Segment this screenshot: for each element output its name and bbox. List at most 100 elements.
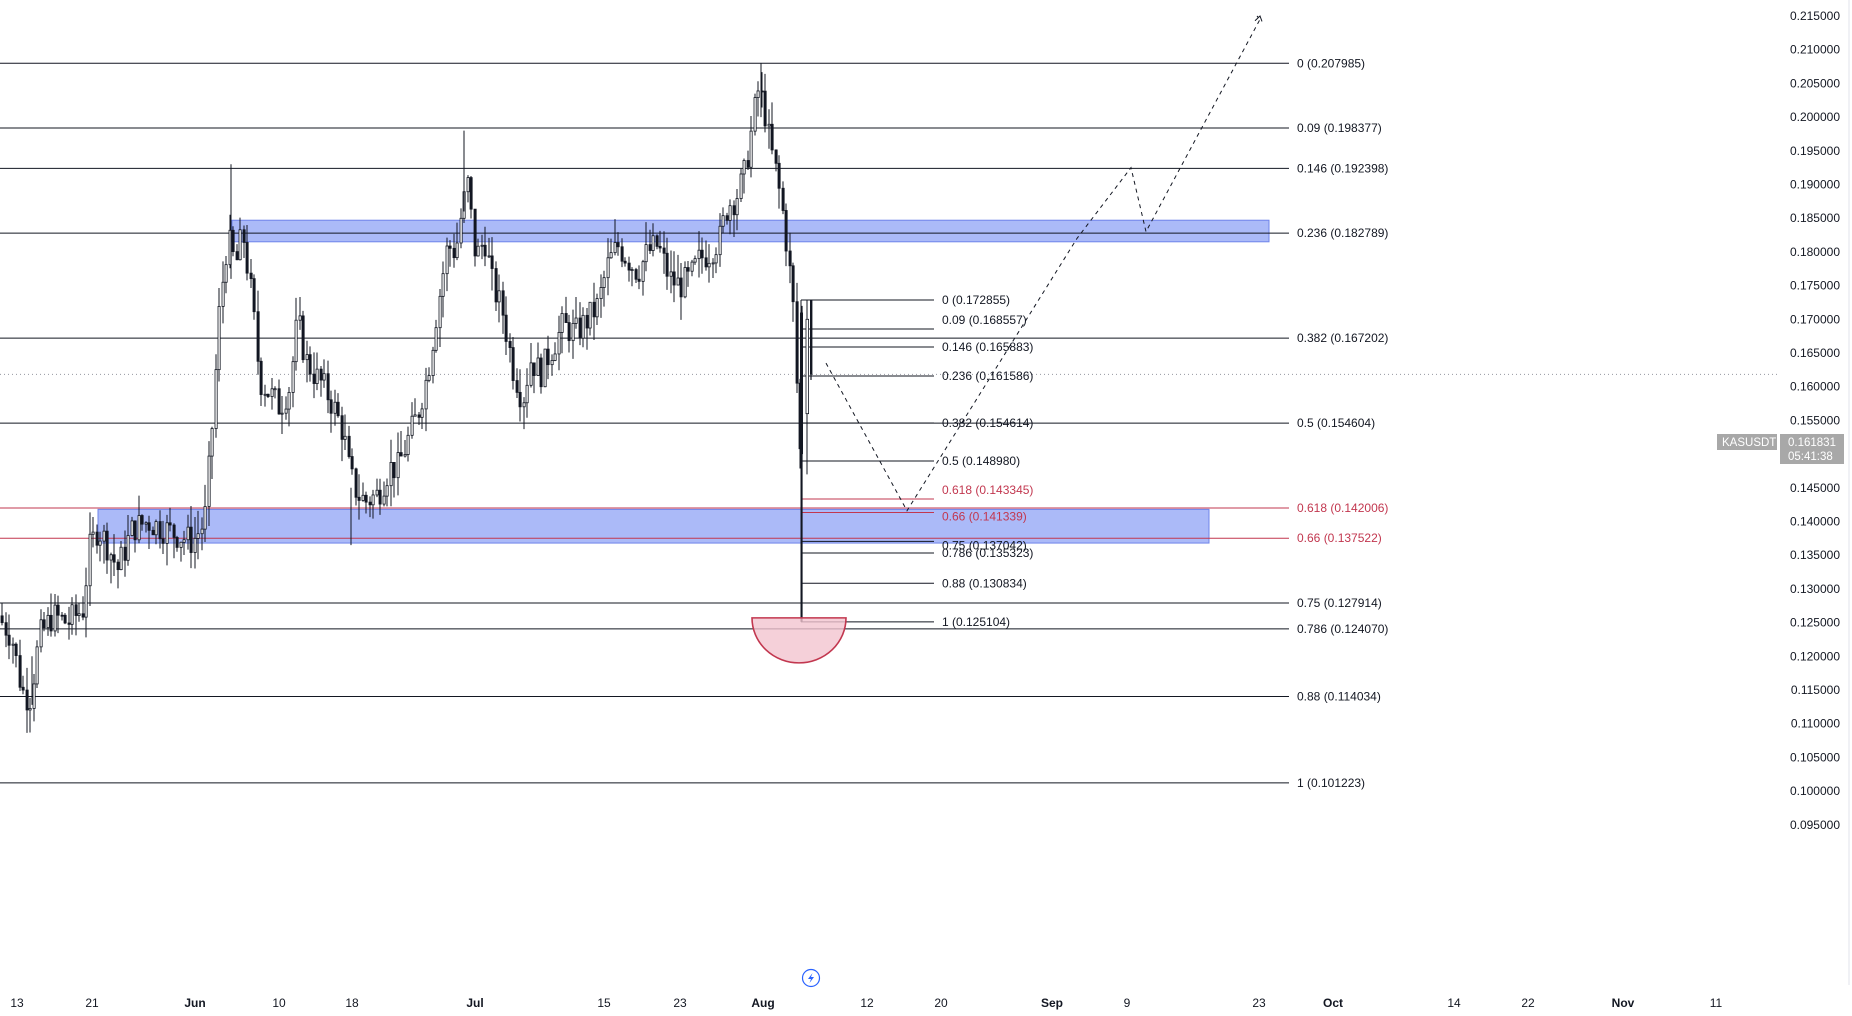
candle-body-175: [613, 242, 617, 254]
price-badge-value: 0.161831: [1788, 437, 1836, 449]
fib-small-label-9: 0.786 (0.135323): [942, 546, 1033, 560]
candle-body-191: [669, 271, 673, 277]
candle-body-219: [767, 123, 771, 127]
price-badge-bg: [1780, 434, 1844, 464]
candle-body-117: [410, 415, 414, 436]
candle-body-111: [389, 462, 393, 487]
candle-body-116: [406, 434, 410, 455]
candle-body-147: [515, 380, 519, 393]
candle-body-167: [585, 314, 589, 329]
candle-body-160: [560, 313, 564, 333]
candle-body-59: [207, 455, 211, 507]
projection-arrowhead: [1254, 15, 1263, 22]
candle-body-131: [459, 217, 463, 244]
candle-body-104: [364, 494, 368, 503]
candle-body-80: [280, 412, 284, 415]
candle-body-194: [679, 277, 683, 298]
price-tick-14: 0.145000: [1790, 481, 1840, 495]
fib-small-label-2: 0.146 (0.165883): [942, 340, 1033, 354]
candle-body-187: [655, 235, 659, 247]
candle-body-226: [791, 265, 795, 303]
lightning-icon[interactable]: [801, 968, 821, 988]
date-tick-17: Nov: [1612, 996, 1635, 1010]
candle-body-143: [501, 290, 505, 316]
candle-body-130: [455, 242, 459, 259]
candle-body-186: [651, 235, 655, 251]
candle-body-137: [480, 244, 484, 247]
price-tick-19: 0.120000: [1790, 649, 1840, 663]
candle-body-4: [14, 643, 18, 656]
lower-support-zone: [97, 508, 1210, 544]
candle-body-20: [70, 604, 74, 625]
candle-body-12: [42, 619, 46, 629]
price-tick-1: 0.210000: [1790, 43, 1840, 57]
projection-layer: [751, 15, 1263, 664]
date-tick-3: 10: [272, 996, 286, 1010]
candle-body-213: [746, 160, 750, 168]
candle-body-155: [543, 348, 547, 388]
candle-body-41: [144, 522, 148, 525]
candles-layer: [0, 63, 813, 733]
candle-body-52: [182, 539, 186, 543]
candle-crash-body: [800, 312, 803, 455]
candle-body-215: [753, 97, 757, 132]
candle-body-162: [567, 322, 571, 342]
candle-body-62: [217, 306, 221, 371]
candle-body-11: [39, 619, 43, 648]
date-tick-7: 23: [673, 996, 687, 1010]
candle-body-181: [634, 269, 638, 280]
candle-body-227: [795, 301, 799, 384]
candle-body-50: [175, 537, 179, 548]
candle-body-176: [616, 242, 620, 248]
date-tick-14: Oct: [1323, 996, 1343, 1010]
candle-body-109: [382, 495, 386, 505]
fib-large-label-1: 0.09 (0.198377): [1297, 121, 1382, 135]
price-tick-8: 0.175000: [1790, 279, 1840, 293]
candle-body-180: [630, 269, 634, 271]
candle-body-158: [553, 353, 557, 361]
candle-body-127: [445, 245, 449, 275]
candle-body-36: [126, 535, 130, 561]
candle-body-93: [326, 373, 330, 401]
candle-body-142: [497, 290, 501, 303]
candle-body-66: [231, 229, 235, 252]
fib-large-label-3: 0.236 (0.182789): [1297, 226, 1388, 240]
candle-body-6: [21, 686, 25, 691]
candle-body-198: [693, 258, 697, 263]
candle-body-212: [742, 160, 746, 175]
candle-body-203: [711, 262, 715, 265]
candle-body-149: [522, 402, 526, 408]
upper-resistance-zone: [231, 219, 1270, 243]
candle-body-145: [508, 341, 512, 348]
date-tick-12: 9: [1124, 996, 1131, 1010]
fib-small-label-5: 0.5 (0.148980): [942, 454, 1020, 468]
candle-body-123: [431, 349, 435, 376]
candle-body-150: [525, 384, 529, 404]
candle-body-169: [592, 301, 596, 318]
candle-body-119: [417, 414, 421, 418]
candle-body-69: [242, 229, 246, 243]
fib-large-label-2: 0.146 (0.192398): [1297, 161, 1388, 175]
price-tick-17: 0.130000: [1790, 582, 1840, 596]
candle-body-100: [350, 456, 354, 470]
candle-body-199: [697, 249, 701, 260]
candle-body-141: [494, 268, 498, 303]
price-axis[interactable]: 0.215000 0.210000 0.205000 0.200000 0.195000…: [1790, 0, 1850, 985]
candle-body-146: [511, 347, 515, 381]
candle-body-171: [599, 287, 603, 299]
date-axis[interactable]: 13 21 Jun 10 18 Jul 15 23 Aug 12 20 Sep 9 23 Oct 14 22 No…: [10, 996, 1722, 1010]
candle-body-9: [32, 683, 36, 709]
candle-body-71: [249, 272, 253, 280]
date-tick-8: Aug: [751, 996, 774, 1010]
candle-body-81: [284, 408, 288, 414]
fib-small-label-6: 0.618 (0.143345): [942, 483, 1033, 497]
candle-body-10: [35, 646, 39, 685]
fib-large-label-7: 0.66 (0.137522): [1297, 531, 1382, 545]
candle-body-223: [781, 187, 785, 211]
candle-body-207: [725, 215, 729, 221]
candle-body-168: [588, 301, 592, 329]
candle-body-3: [11, 643, 15, 646]
candle-body-120: [420, 408, 424, 418]
candle-body-78: [273, 388, 277, 391]
